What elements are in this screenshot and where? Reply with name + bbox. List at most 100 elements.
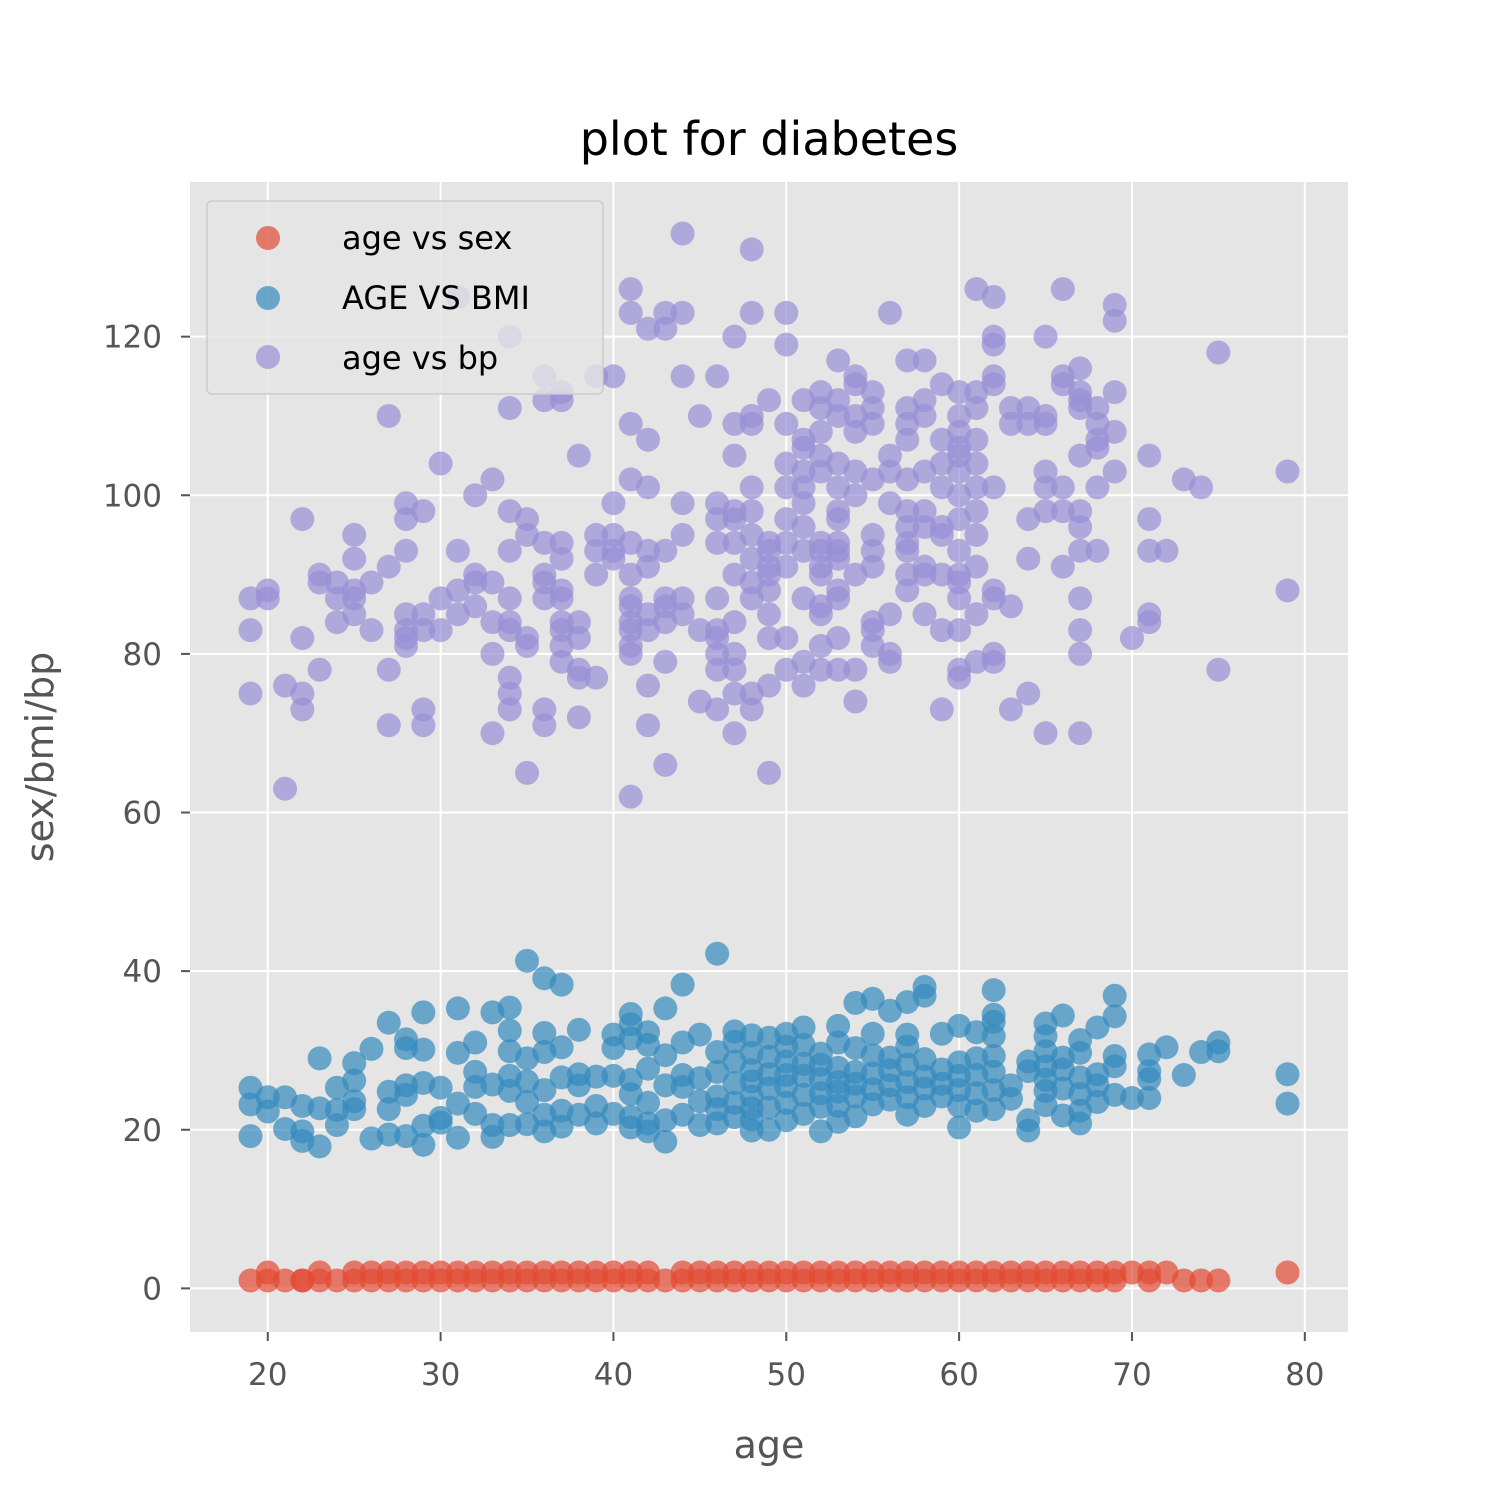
data-point (757, 626, 781, 651)
data-point (843, 364, 868, 389)
data-point (1137, 602, 1162, 627)
data-point (463, 1101, 488, 1126)
data-point (912, 348, 937, 373)
data-point (497, 1018, 522, 1043)
legend-marker-sex (256, 226, 280, 250)
data-point (497, 396, 522, 421)
data-point (1085, 1015, 1110, 1040)
legend-box (206, 200, 604, 395)
data-point (705, 530, 730, 555)
data-point (964, 1098, 989, 1123)
data-point (601, 491, 626, 516)
data-point (981, 1002, 1006, 1027)
data-point (636, 538, 661, 563)
data-point (273, 1268, 298, 1293)
data-point (394, 538, 419, 563)
data-point (411, 697, 436, 722)
data-point (1171, 1063, 1196, 1088)
data-point (843, 689, 868, 714)
data-point (359, 618, 384, 643)
data-point (1102, 1004, 1127, 1029)
data-point (428, 451, 453, 476)
data-point (1085, 475, 1110, 500)
data-point (670, 491, 695, 516)
data-point (584, 1064, 609, 1089)
data-point (757, 673, 781, 698)
data-point (722, 443, 747, 468)
data-point (445, 1125, 470, 1150)
data-point (1050, 554, 1075, 579)
data-point (515, 948, 540, 973)
data-point (774, 626, 799, 651)
data-point (843, 1104, 868, 1129)
data-point (653, 996, 678, 1021)
data-point (860, 986, 885, 1011)
data-point (774, 475, 799, 500)
data-points (238, 221, 1300, 1293)
data-point (342, 1089, 367, 1114)
data-point (480, 641, 505, 666)
data-point (1016, 546, 1041, 571)
data-point (808, 1041, 833, 1066)
data-point (255, 1268, 280, 1293)
data-point (1137, 443, 1162, 468)
x-tick-label: 20 (248, 1357, 287, 1393)
data-point (653, 649, 678, 674)
data-point (428, 1105, 453, 1130)
data-point (601, 364, 626, 389)
data-point (532, 697, 557, 722)
data-point (1102, 459, 1127, 484)
data-point (981, 1097, 1006, 1122)
y-tick-label: 40 (123, 954, 162, 990)
data-point (376, 1097, 401, 1122)
data-point (964, 554, 989, 579)
data-point (342, 1051, 367, 1076)
data-point (515, 507, 540, 532)
data-point (687, 403, 712, 428)
data-point (497, 665, 522, 690)
data-point (307, 657, 332, 682)
data-point (1033, 499, 1058, 524)
data-point (1275, 1062, 1300, 1087)
data-point (826, 578, 851, 603)
data-point (860, 522, 885, 547)
data-point (1068, 586, 1093, 611)
y-tick-label: 60 (123, 796, 162, 832)
data-point (636, 1090, 661, 1115)
data-point (687, 1113, 712, 1137)
data-point (739, 403, 764, 428)
data-point (515, 626, 540, 651)
data-point (912, 602, 937, 627)
data-point (653, 538, 678, 563)
data-point (411, 1000, 436, 1025)
data-point (445, 538, 470, 563)
x-tick-label: 70 (1112, 1357, 1151, 1393)
data-point (1050, 499, 1075, 524)
x-tick-label: 80 (1285, 1357, 1324, 1393)
data-point (1275, 1091, 1300, 1116)
data-point (653, 1129, 678, 1154)
data-point (1275, 1260, 1300, 1285)
data-point (1085, 396, 1110, 421)
data-point (480, 467, 505, 492)
data-point (1102, 292, 1127, 317)
data-point (463, 594, 488, 619)
data-point (998, 1073, 1023, 1098)
data-point (981, 578, 1006, 603)
data-point (1085, 538, 1110, 563)
data-point (428, 1075, 453, 1100)
data-point (480, 721, 505, 746)
data-point (411, 602, 436, 627)
data-point (497, 610, 522, 635)
data-point (1154, 1035, 1179, 1060)
data-point (808, 419, 833, 444)
data-point (826, 1013, 851, 1038)
data-point (1206, 1030, 1231, 1055)
data-point (912, 499, 937, 524)
data-point (722, 681, 747, 706)
data-point (1068, 721, 1093, 746)
data-point (826, 657, 851, 682)
y-tick-label: 0 (142, 1271, 162, 1307)
data-point (981, 1044, 1006, 1068)
data-point (877, 602, 902, 627)
